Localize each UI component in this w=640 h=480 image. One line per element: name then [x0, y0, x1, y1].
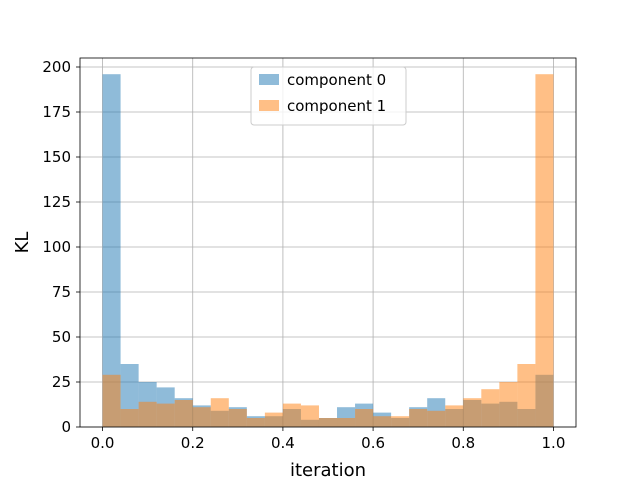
bar-series-1	[463, 398, 482, 427]
y-tick-label: 25	[52, 373, 71, 391]
bar-series-1	[156, 403, 175, 427]
bar-series-1	[210, 398, 229, 427]
legend-box	[250, 66, 407, 126]
y-tick-label: 50	[52, 328, 71, 346]
y-tick-label: 125	[42, 193, 71, 211]
bar-series-1	[427, 410, 446, 427]
y-axis-label: KL	[12, 232, 33, 254]
x-tick-label: 0.0	[91, 434, 115, 452]
bar-series-1	[102, 374, 121, 427]
bar-series-1	[174, 400, 193, 427]
histogram-bars	[102, 74, 554, 427]
legend: component 0 component 1	[250, 66, 407, 126]
bar-series-1	[246, 418, 265, 427]
x-tick-label: 0.2	[181, 434, 205, 452]
x-tick-label: 1.0	[542, 434, 566, 452]
bar-series-1	[409, 409, 428, 427]
bar-series-1	[120, 409, 139, 427]
bar-series-1	[192, 407, 211, 427]
x-tick-label: 0.8	[451, 434, 475, 452]
bar-series-1	[337, 418, 356, 427]
y-tick-label: 75	[52, 283, 71, 301]
y-tick-label: 150	[42, 148, 71, 166]
y-tick-label: 100	[42, 238, 71, 256]
bar-series-1	[300, 405, 319, 427]
x-tick-label: 0.6	[361, 434, 385, 452]
plot-frame	[79, 57, 577, 428]
legend-label-0: component 0	[287, 71, 386, 89]
bar-series-1	[499, 382, 518, 427]
bar-series-1	[391, 416, 410, 427]
y-tick-label: 0	[61, 418, 71, 436]
bar-series-1	[517, 364, 536, 427]
bar-series-1	[373, 416, 392, 427]
bar-series-1	[282, 403, 301, 427]
axis-ticks: 0.0 0.2 0.4 0.6 0.8 1.0 0 25 50 75 100 125 150 175 200	[42, 58, 565, 452]
bar-series-1	[535, 74, 554, 427]
y-tick-label: 175	[42, 103, 71, 121]
legend-label-1: component 1	[287, 97, 386, 115]
bar-series-0	[102, 74, 121, 427]
x-axis-label: iteration	[290, 460, 366, 480]
bar-series-1	[318, 418, 338, 427]
bar-series-1	[355, 409, 374, 427]
y-tick-label: 200	[42, 58, 71, 76]
legend-swatch-1	[259, 100, 279, 111]
legend-swatch-0	[259, 74, 279, 85]
bar-series-1	[445, 405, 464, 427]
bar-series-1	[138, 401, 157, 427]
bar-series-1	[264, 412, 283, 427]
x-tick-label: 0.4	[271, 434, 295, 452]
bar-series-1	[228, 409, 247, 427]
bar-series-1	[481, 389, 500, 427]
